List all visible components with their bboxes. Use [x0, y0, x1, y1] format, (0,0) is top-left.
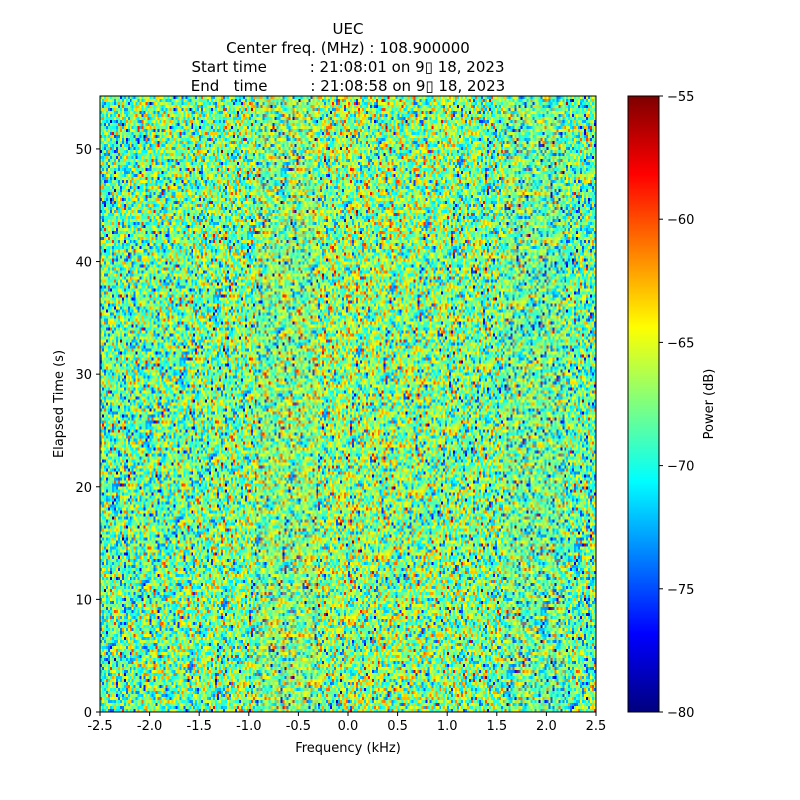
title-line-3: Start time : 21:08:01 on 9▯ 18, 2023 [191, 58, 505, 76]
y-tick-label: 30 [75, 368, 92, 383]
y-tick-label: 10 [75, 593, 92, 608]
x-tick-label: 1.0 [437, 719, 458, 734]
y-tick-label: 20 [75, 481, 92, 496]
x-tick-label: 2.0 [536, 719, 557, 734]
y-tick-label: 50 [75, 143, 92, 158]
title-line-2: Center freq. (MHz) : 108.900000 [226, 39, 470, 57]
colorbar-tick-label: −55 [667, 90, 694, 105]
x-tick-label: -1.0 [236, 719, 261, 734]
y-tick-label: 0 [84, 706, 92, 721]
colorbar-tick-label: −75 [667, 583, 694, 598]
spectrogram-heatmap [100, 96, 596, 712]
x-tick-label: -1.5 [187, 719, 212, 734]
x-axis-label: Frequency (kHz) [295, 741, 401, 756]
colorbar-tick-label: −80 [667, 706, 694, 721]
colorbar-tick-label: −65 [667, 336, 694, 351]
x-tick-label: -0.5 [286, 719, 311, 734]
title-line-1: UEC [332, 20, 364, 38]
colorbar-tick-label: −70 [667, 460, 694, 475]
x-tick-label: 0.5 [387, 719, 408, 734]
x-tick-label: -2.5 [87, 719, 112, 734]
colorbar-tick-label: −60 [667, 213, 694, 228]
x-tick-label: -2.0 [137, 719, 162, 734]
x-tick-label: 1.5 [486, 719, 507, 734]
colorbar [628, 96, 659, 712]
colorbar-label: Power (dB) [702, 369, 717, 440]
plot-frame [99, 95, 597, 713]
x-tick-label: 2.5 [586, 719, 607, 734]
y-axis-label: Elapsed Time (s) [52, 350, 67, 458]
y-tick-label: 40 [75, 256, 92, 271]
chart-title: UEC Center freq. (MHz) : 108.900000 Star… [0, 20, 696, 96]
x-tick-label: 0.0 [338, 719, 359, 734]
colorbar-frame [627, 95, 660, 713]
title-line-4: End time : 21:08:58 on 9▯ 18, 2023 [190, 77, 506, 95]
